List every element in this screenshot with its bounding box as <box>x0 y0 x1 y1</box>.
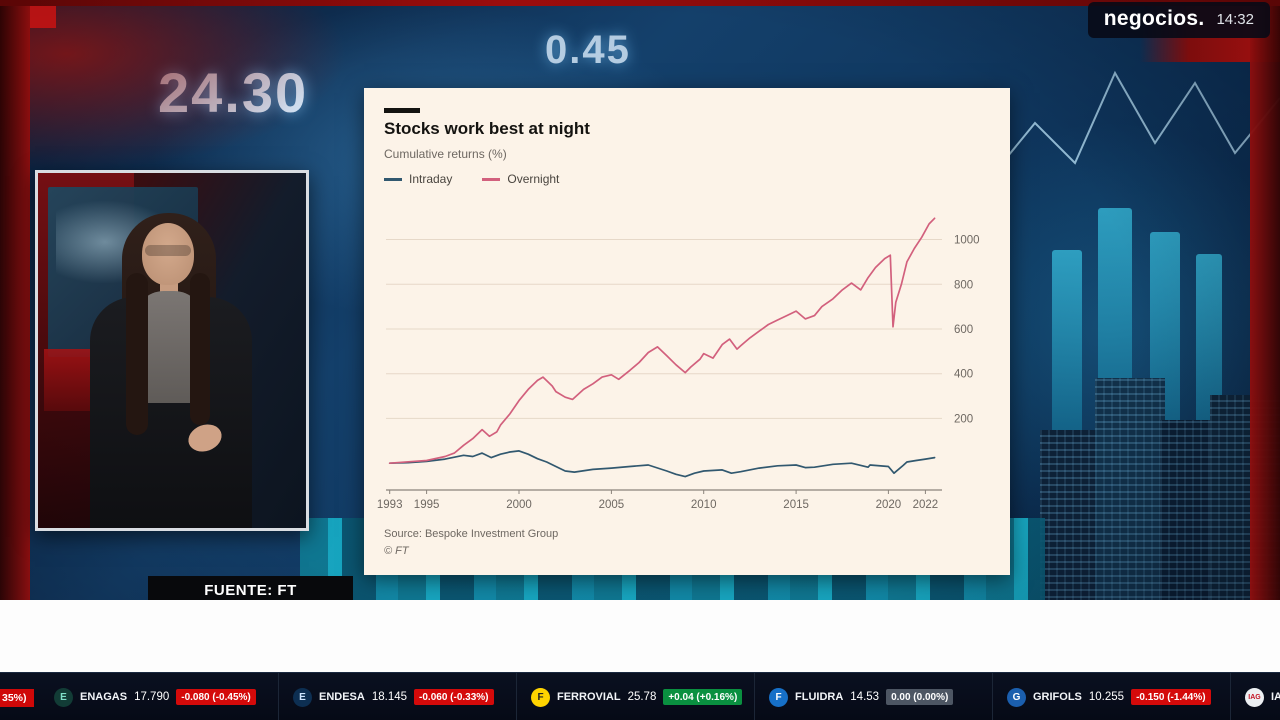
svg-text:400: 400 <box>954 369 973 381</box>
background-line-chart-graphic <box>990 70 1280 179</box>
skyline-building <box>1095 378 1165 605</box>
skyline-building <box>1040 430 1100 605</box>
ticker-name: FERROVIAL <box>557 691 621 703</box>
ticker-item-fluidra: F FLUIDRA 14.53 0.00 (0.00%) <box>754 673 992 720</box>
ticker-symbol-icon: E <box>54 687 73 707</box>
svg-text:2005: 2005 <box>599 499 625 511</box>
background-number: 0.45 <box>545 28 631 73</box>
stock-ticker: 35%) E ENAGAS 17.790 -0.080 (-0.45%) E ENDESA… <box>0 672 1280 720</box>
chart-title-bar <box>384 108 420 113</box>
legend-label-overnight: Overnight <box>507 172 560 186</box>
ticker-symbol-icon: G <box>1007 687 1026 707</box>
skyline-building <box>1160 420 1215 605</box>
presenter-video <box>35 170 309 531</box>
ticker-name: FLUIDRA <box>795 691 844 703</box>
ticker-name: GRIFOLS <box>1033 691 1082 703</box>
red-curtain-left <box>0 0 30 604</box>
chart-plot-area: 200 400 600 800 1000 1993 1995 2000 2005 2010 2015… <box>376 192 998 527</box>
legend-label-intraday: Intraday <box>409 172 453 186</box>
svg-text:2015: 2015 <box>783 499 809 511</box>
presenter-glasses <box>145 245 191 256</box>
ticker-change: +0.04 (+0.16%) <box>663 689 743 705</box>
svg-text:1995: 1995 <box>414 499 440 511</box>
ticker-item-iag: IAG IAG <box>1230 673 1280 720</box>
top-red-strip <box>0 0 1280 6</box>
ticker-symbol-icon: F <box>769 687 788 707</box>
ticker-items: E ENAGAS 17.790 -0.080 (-0.45%) E ENDESA 18.14… <box>40 673 1280 720</box>
chart-title: Stocks work best at night <box>384 119 590 138</box>
presenter-face <box>142 223 194 285</box>
legend-swatch-overnight <box>482 177 501 181</box>
presenter-hair-strand <box>126 273 148 435</box>
chart-source: Source: Bespoke Investment Group <box>384 528 559 540</box>
ticker-symbol-icon: F <box>531 687 550 707</box>
ticker-price: 10.255 <box>1088 691 1125 703</box>
svg-text:1993: 1993 <box>377 499 403 511</box>
ticker-name: ENAGAS <box>80 691 128 703</box>
red-studio-graphic <box>0 0 370 180</box>
ticker-symbol-icon: E <box>293 687 312 707</box>
chart-legend: Intraday Overnight <box>384 172 559 186</box>
ticker-change: -0.080 (-0.45%) <box>176 689 256 705</box>
legend-entry-overnight: Overnight <box>482 172 559 186</box>
chart-credit: © FT <box>384 545 409 557</box>
ft-chart-card: Stocks work best at night Cumulative ret… <box>364 88 1010 575</box>
chart-plot-svg: 200 400 600 800 1000 1993 1995 2000 2005 2010 2015… <box>377 217 980 511</box>
ticker-price: 18.145 <box>371 691 408 703</box>
svg-text:2020: 2020 <box>876 499 902 511</box>
svg-text:2010: 2010 <box>691 499 717 511</box>
legend-swatch-intraday <box>384 177 402 181</box>
svg-text:200: 200 <box>954 413 973 425</box>
ticker-item-endesa: E ENDESA 18.145 -0.060 (-0.33%) <box>278 673 516 720</box>
ticker-price: 14.53 <box>850 691 880 703</box>
clock: 14:32 <box>1216 10 1254 28</box>
svg-text:1000: 1000 <box>954 235 980 247</box>
red-curtain-right <box>1250 0 1280 608</box>
ticker-symbol-icon: IAG <box>1245 687 1264 707</box>
ticker-name: IAG <box>1271 691 1280 703</box>
svg-text:800: 800 <box>954 279 973 291</box>
ticker-item-grifols: G GRIFOLS 10.255 -0.150 (-1.44%) <box>992 673 1230 720</box>
legend-entry-intraday: Intraday <box>384 172 452 186</box>
ticker-partial-change: 35%) <box>0 689 34 707</box>
svg-text:600: 600 <box>954 324 973 336</box>
ticker-change: 0.00 (0.00%) <box>886 689 954 705</box>
ticker-name: ENDESA <box>319 691 365 703</box>
ticker-price: 17.790 <box>134 691 170 703</box>
svg-text:2022: 2022 <box>913 499 939 511</box>
ticker-change: -0.150 (-1.44%) <box>1131 689 1211 705</box>
channel-logo: negocios. <box>1103 7 1205 30</box>
ticker-price: 25.78 <box>627 691 657 703</box>
ticker-change: -0.060 (-0.33%) <box>414 689 494 705</box>
headline-band: newsroom. LA BOLSA FUNCIONA MEJOR... POR… <box>0 600 1280 672</box>
svg-text:2000: 2000 <box>506 499 532 511</box>
ticker-item-enagas: E ENAGAS 17.790 -0.080 (-0.45%) <box>40 673 278 720</box>
ticker-item-ferrovial: F FERROVIAL 25.78 +0.04 (+0.16%) <box>516 673 754 720</box>
chart-subtitle: Cumulative returns (%) <box>384 147 507 161</box>
channel-logo-box: negocios. 14:32 <box>1087 2 1270 38</box>
red-studio-graphic <box>30 6 56 28</box>
presenter-hair-strand <box>190 273 210 425</box>
